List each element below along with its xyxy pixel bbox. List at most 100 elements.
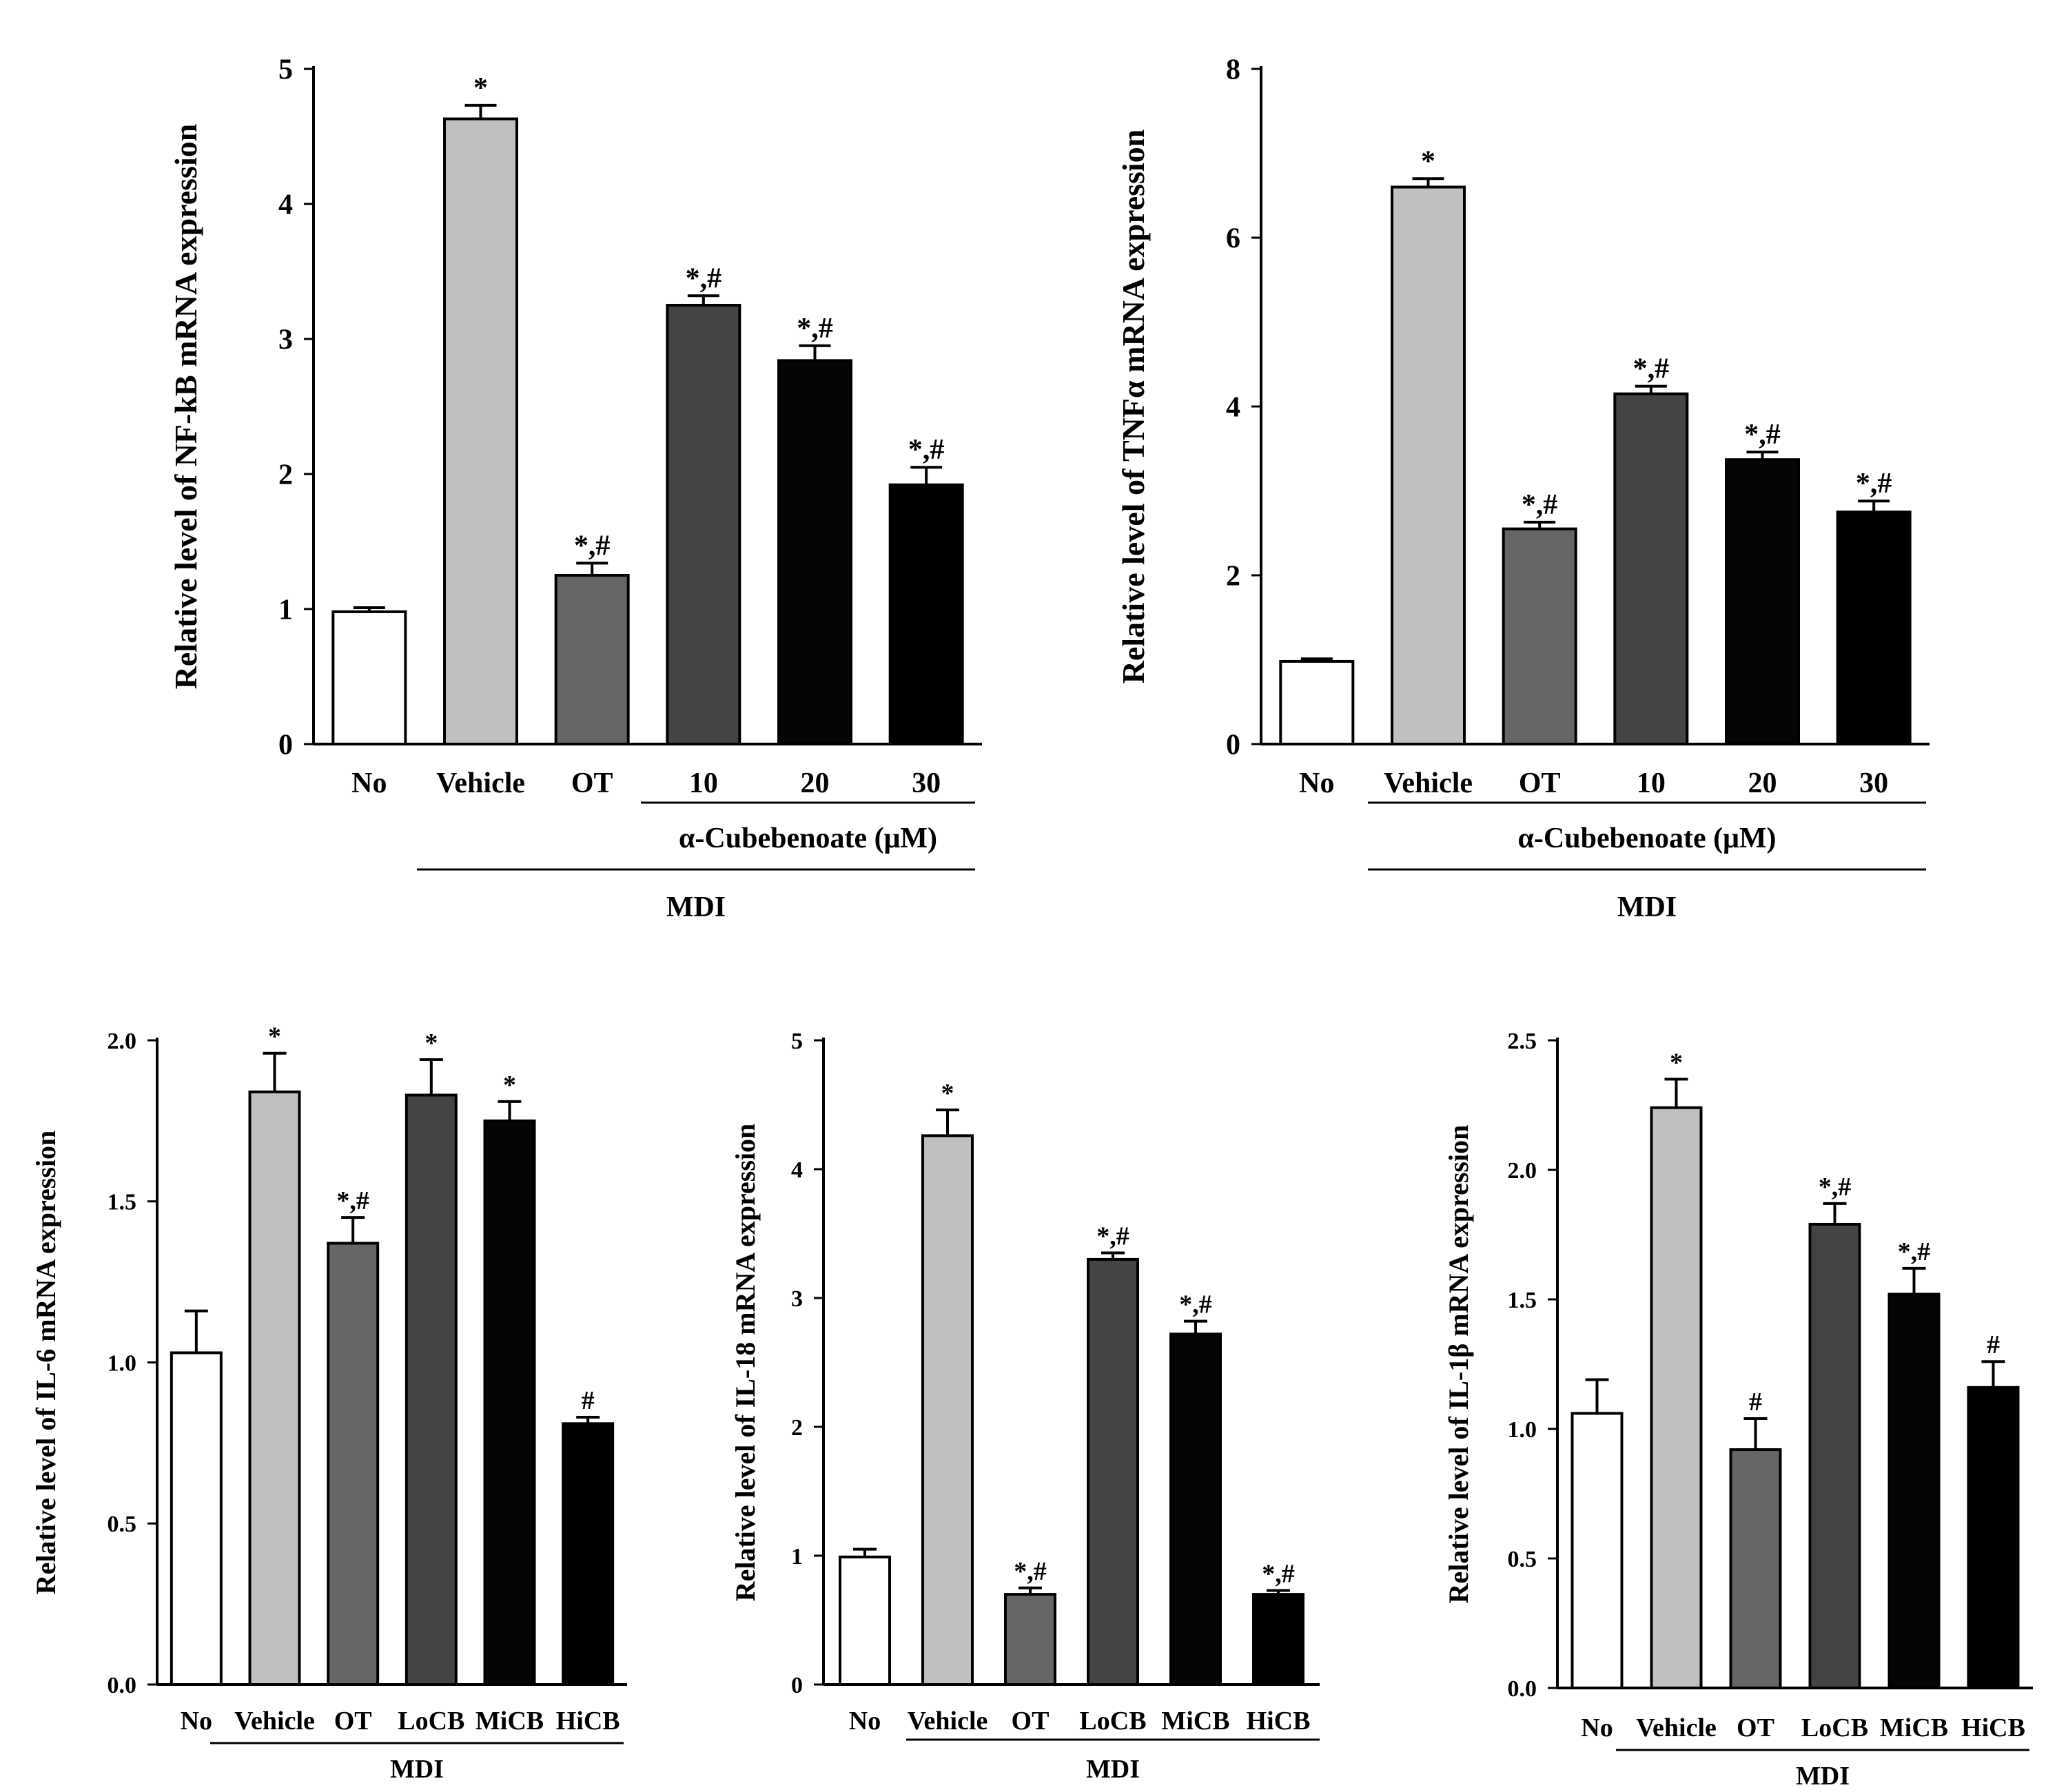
bar-HiCB	[1967, 1386, 2020, 1689]
x-tick-label: MiCB	[1161, 1707, 1229, 1736]
y-tick-label: 8	[1226, 54, 1240, 86]
y-tick-label: 1.5	[1508, 1288, 1537, 1313]
group-label: MDI	[390, 1755, 444, 1784]
x-tick-label: MiCB	[1880, 1713, 1948, 1742]
bar-LoCB	[1087, 1257, 1139, 1686]
bar-OT	[1502, 527, 1577, 745]
y-tick-label: 0.0	[1508, 1676, 1537, 1702]
significance-label: *,#	[1744, 419, 1781, 451]
bar-20	[1725, 458, 1800, 745]
y-tick-label: 5	[791, 1029, 803, 1054]
y-axis-label: Relative level of NF-kB mRNA expression	[168, 124, 203, 690]
y-tick-label: 2.5	[1508, 1029, 1537, 1054]
group-label: MDI	[1617, 892, 1677, 923]
y-tick-label: 4	[1226, 392, 1240, 424]
bar-No	[1279, 659, 1355, 746]
y-tick-label: 0	[791, 1673, 803, 1698]
significance-label: *,#	[574, 530, 611, 562]
significance-label: *,#	[1856, 468, 1892, 500]
group-label: MDI	[1086, 1755, 1140, 1784]
x-tick-label: OT	[1012, 1707, 1050, 1736]
x-tick-label: Vehicle	[1636, 1713, 1717, 1742]
significance-label: *,#	[1014, 1557, 1047, 1586]
x-tick-label: Vehicle	[908, 1707, 988, 1736]
y-tick-label: 2	[278, 460, 293, 491]
x-tick-label: OT	[334, 1707, 372, 1736]
x-tick-label: 10	[689, 768, 718, 799]
x-tick-label: LoCB	[398, 1707, 464, 1736]
x-tick-label: LoCB	[1801, 1713, 1868, 1742]
significance-label: *,#	[1262, 1559, 1295, 1588]
significance-label: *	[473, 72, 488, 104]
y-tick-label: 2.0	[108, 1029, 137, 1054]
bar-No	[331, 610, 407, 745]
bar-MiCB	[1887, 1292, 1941, 1689]
significance-label: *	[941, 1079, 954, 1108]
group-label: MDI	[1796, 1762, 1850, 1791]
y-tick-label: 0	[1226, 730, 1240, 761]
bar-Vehicle	[1391, 185, 1466, 745]
x-tick-label: No	[1581, 1713, 1613, 1742]
y-tick-label: 2	[791, 1415, 803, 1441]
bar-No	[170, 1351, 223, 1686]
y-axis-label: Relative level of IL-6 mRNA expression	[30, 1131, 61, 1595]
significance-label: *,#	[797, 313, 833, 344]
x-tick-label: 30	[912, 768, 941, 799]
bar-OT	[554, 574, 630, 745]
significance-label: *,#	[1898, 1237, 1931, 1266]
significance-label: *	[424, 1029, 438, 1058]
y-tick-label: 0.5	[1508, 1547, 1537, 1572]
chart-tnfa: 0 2 4 6 8 Relative level of TNFα mRNA express…	[1116, 54, 1930, 923]
bar-MiCB	[1169, 1332, 1222, 1686]
bar-HiCB	[562, 1422, 615, 1686]
y-tick-label: 1.5	[108, 1190, 137, 1215]
significance-label: #	[582, 1386, 595, 1415]
y-tick-label: 2.0	[1508, 1158, 1537, 1184]
x-tick-label: No	[181, 1707, 212, 1736]
bar-No	[839, 1555, 891, 1687]
x-tick-label: Vehicle	[1384, 768, 1473, 799]
y-tick-label: 0.5	[108, 1512, 137, 1537]
y-tick-label: 5	[278, 54, 293, 86]
bar-No	[1570, 1412, 1624, 1689]
significance-label: *,#	[336, 1186, 369, 1215]
y-tick-label: 6	[1226, 223, 1240, 255]
x-tick-label: 20	[1748, 768, 1777, 799]
bar-20	[777, 359, 852, 745]
significance-label: *	[1670, 1048, 1683, 1077]
significance-label: #	[1987, 1330, 2000, 1359]
x-tick-label: HiCB	[556, 1707, 620, 1736]
y-axis-label: Relative level of TNFα mRNA expression	[1116, 130, 1151, 684]
y-tick-label: 4	[791, 1157, 803, 1183]
bar-Vehicle	[921, 1134, 974, 1686]
bar-OT	[327, 1242, 380, 1686]
x-tick-label: OT	[571, 768, 613, 799]
y-tick-label: 1.0	[1508, 1417, 1537, 1443]
y-axis-label: Relative level of IL-18 mRNA expression	[730, 1124, 761, 1602]
bar-OT	[1729, 1448, 1782, 1690]
bar-Vehicle	[1650, 1106, 1703, 1689]
significance-label: *,#	[1633, 353, 1670, 385]
bar-HiCB	[1252, 1593, 1304, 1687]
significance-label: #	[1749, 1388, 1762, 1417]
y-tick-label: 3	[791, 1286, 803, 1312]
subgroup-label: α-Cubebenoate (μM)	[1517, 823, 1776, 854]
bar-OT	[1004, 1593, 1056, 1687]
bar-10	[1613, 392, 1689, 745]
y-tick-label: 1.0	[108, 1350, 137, 1376]
subgroup-label: α-Cubebenoate (μM)	[679, 823, 937, 854]
group-label: MDI	[666, 892, 726, 923]
x-tick-label: MiCB	[475, 1707, 544, 1736]
significance-label: *,#	[1179, 1290, 1212, 1319]
x-tick-label: Vehicle	[234, 1707, 315, 1736]
chart-il1b: 0.0 0.5 1.0 1.5 2.0 2.5 Relative level of IL-1…	[1443, 1029, 2033, 1791]
significance-label: *,#	[1522, 489, 1558, 521]
x-tick-label: LoCB	[1079, 1707, 1146, 1736]
significance-label: *	[1421, 145, 1435, 177]
x-tick-label: No	[849, 1707, 881, 1736]
x-tick-label: OT	[1737, 1713, 1774, 1742]
significance-label: *	[503, 1071, 516, 1100]
bar-LoCB	[405, 1093, 458, 1686]
y-tick-label: 1	[791, 1544, 803, 1569]
